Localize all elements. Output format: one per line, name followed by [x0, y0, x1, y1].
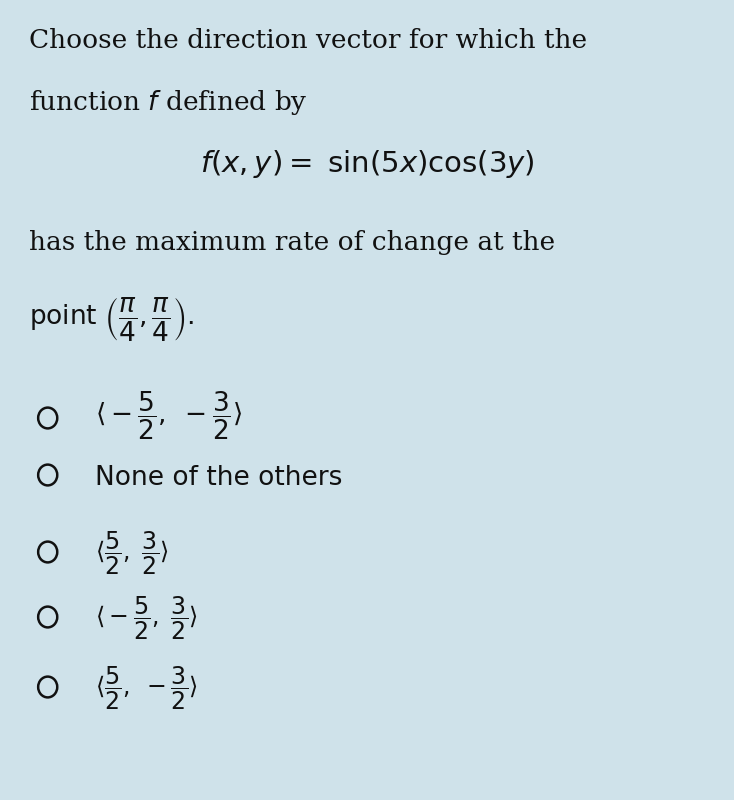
Text: function $f$ defined by: function $f$ defined by	[29, 88, 308, 117]
Text: $\langle \dfrac{5}{2},\ -\dfrac{3}{2} \rangle$: $\langle \dfrac{5}{2},\ -\dfrac{3}{2} \r…	[95, 665, 198, 712]
Text: Choose the direction vector for which the: Choose the direction vector for which th…	[29, 28, 587, 53]
Text: $f(x, y){=}\ \sin(5x)\cos(3y)$: $f(x, y){=}\ \sin(5x)\cos(3y)$	[200, 148, 534, 180]
Text: $\langle -\dfrac{5}{2},\ -\dfrac{3}{2} \rangle$: $\langle -\dfrac{5}{2},\ -\dfrac{3}{2} \…	[95, 390, 243, 442]
Text: has the maximum rate of change at the: has the maximum rate of change at the	[29, 230, 556, 255]
Text: point $\left(\dfrac{\pi}{4}, \dfrac{\pi}{4}\right).$: point $\left(\dfrac{\pi}{4}, \dfrac{\pi}…	[29, 295, 195, 343]
Text: None of the others: None of the others	[95, 465, 343, 491]
Text: $\langle \dfrac{5}{2},\ \dfrac{3}{2} \rangle$: $\langle \dfrac{5}{2},\ \dfrac{3}{2} \ra…	[95, 530, 170, 578]
Text: $\langle -\dfrac{5}{2},\ \dfrac{3}{2} \rangle$: $\langle -\dfrac{5}{2},\ \dfrac{3}{2} \r…	[95, 595, 198, 642]
